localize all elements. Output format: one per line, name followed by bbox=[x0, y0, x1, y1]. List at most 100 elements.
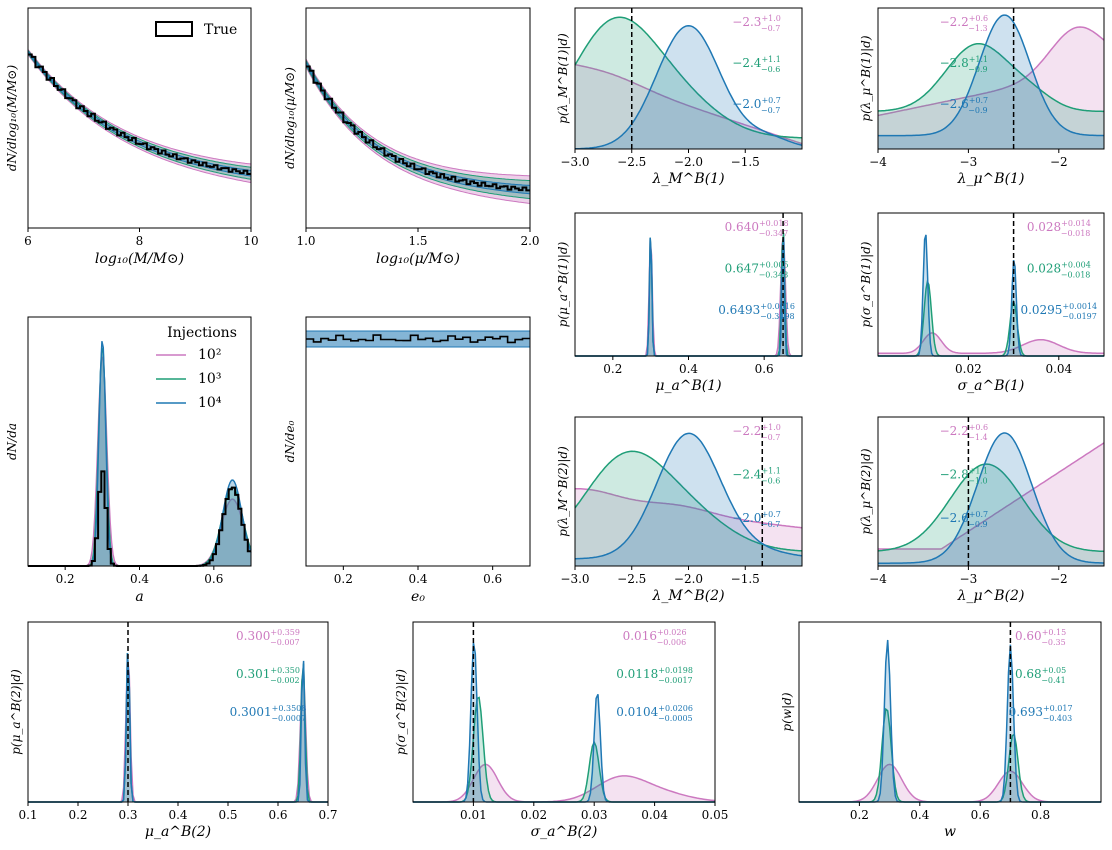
legend-injections-label-2: 10⁴ bbox=[198, 395, 222, 411]
mu-tick-label: 1.0 bbox=[296, 234, 315, 248]
lamM1-ylabel: p(λ_M^B(1)|d) bbox=[556, 33, 570, 124]
spin-ylabel: dN/da bbox=[5, 423, 19, 460]
muA2-tick-label: 0.4 bbox=[168, 808, 187, 822]
muA2-tick-label: 0.3 bbox=[118, 808, 137, 822]
lamMu1-panel: −2.2+0.6 −1.3 −2.8+1.1 −0.9 −2.6+0.7 −0.9 bbox=[877, 8, 1105, 150]
mass-frame bbox=[27, 7, 252, 229]
lamM1-panel: −2.3+1.0 −0.7 −2.4+1.1 −0.6 −2.0+0.7 −0.7 bbox=[574, 8, 803, 150]
lamM1-tick-label: −1.5 bbox=[731, 155, 760, 169]
muA1-ylabel: p(μ_a^B(1)|d) bbox=[556, 241, 570, 327]
muA2-ylabel: p(μ_a^B(2)|d) bbox=[9, 669, 23, 755]
legend-true-swatch bbox=[155, 21, 193, 37]
sigA2-xlabel: σ_a^B(2) bbox=[531, 824, 598, 840]
ecc-ylabel: dN/de₀ bbox=[283, 420, 297, 462]
sigA1-annotation-1: 0.028+0.004 −0.018 bbox=[1027, 261, 1091, 280]
mu-true-histogram bbox=[306, 65, 530, 192]
sigA1-xlabel: σ_a^B(1) bbox=[958, 378, 1025, 394]
lamMu2-annotation-1: −2.8+1.1 −1.0 bbox=[940, 466, 989, 485]
w-frame bbox=[798, 621, 1102, 803]
sigA1-fill-2 bbox=[878, 234, 1104, 356]
w-fill-0 bbox=[799, 764, 1101, 802]
mu-panel bbox=[305, 57, 531, 205]
muA1-annotation-0: 0.640+0.018 −0.347 bbox=[725, 219, 789, 238]
lamMu1-tick-label: −2 bbox=[1050, 155, 1068, 169]
sigA1-annotation-2: 0.0295+0.0014 −0.0197 bbox=[1020, 302, 1097, 321]
lamMu1-xlabel: λ_μ^B(1) bbox=[957, 171, 1025, 187]
mass-tick-label: 6 bbox=[24, 234, 32, 248]
ecc-frame bbox=[305, 316, 531, 567]
muA2-annotation-2: 0.3001+0.3508 −0.0007 bbox=[230, 704, 307, 723]
muA2-tick-label: 0.7 bbox=[318, 808, 337, 822]
sigA2-annotation-2: 0.0104+0.0206 −0.0005 bbox=[616, 704, 693, 723]
lamMu2-panel: −2.2+0.6 −1.4 −2.8+1.1 −1.0 −2.6+0.7 −0.9 bbox=[877, 417, 1105, 566]
muA1-curve-1 bbox=[575, 233, 802, 357]
sigA1-curve-2 bbox=[878, 234, 1104, 357]
muA2-tick-label: 0.1 bbox=[18, 808, 37, 822]
muA1-annotation-2: 0.6493+0.0016 −0.3498 bbox=[718, 302, 795, 321]
sigA2-tick-label: 0.04 bbox=[641, 808, 668, 822]
lamMu1-annotation-2: −2.6+0.7 −0.9 bbox=[940, 96, 989, 115]
lamMu2-ylabel: p(λ_μ^B(2)|d) bbox=[859, 448, 873, 534]
lamMu1-fill-1 bbox=[878, 43, 1104, 150]
spin-tick-label: 0.2 bbox=[56, 572, 75, 586]
sigA2-tick-label: 0.05 bbox=[702, 808, 729, 822]
sigA2-ylabel: p(σ_a^B(2)|d) bbox=[394, 669, 408, 755]
lamMu1-annotation-0: −2.2+0.6 −1.3 bbox=[940, 14, 989, 33]
w-panel: 0.60+0.15 −0.35 0.68+0.05 −0.41 0.693+0.017−… bbox=[799, 622, 1101, 803]
spin-band-1 bbox=[28, 347, 251, 566]
w-annotation-1: 0.68+0.05 −0.41 bbox=[1015, 666, 1066, 685]
lamM2-tick-label: −2.0 bbox=[674, 572, 703, 586]
muA2-annotation-0: 0.300+0.359 −0.007 bbox=[236, 628, 300, 647]
muA1-curve-0 bbox=[575, 236, 802, 357]
lamMu2-curve-1 bbox=[877, 463, 1105, 553]
lamMu2-fill-0 bbox=[878, 442, 1104, 566]
spin-curve-0 bbox=[28, 356, 252, 567]
muA1-panel: 0.640+0.018 −0.347 0.647+0.005 −0.348 0.6493… bbox=[575, 213, 802, 357]
ecc-panel bbox=[305, 330, 531, 348]
mass-true-histogram bbox=[28, 53, 251, 175]
w-curve-0 bbox=[799, 763, 1101, 803]
lamM1-annotation-0: −2.3+1.0 −0.7 bbox=[732, 14, 781, 33]
ecc-tick-label: 0.6 bbox=[483, 572, 502, 586]
muA2-tick-label: 0.2 bbox=[68, 808, 87, 822]
lamM2-xlabel: λ_M^B(2) bbox=[651, 588, 724, 604]
mass-band-2 bbox=[27, 49, 252, 177]
mass-ylabel: dN/dlog₁₀(M/M⊙) bbox=[5, 65, 19, 172]
sigA1-curve-0 bbox=[878, 332, 1105, 355]
sigA1-tick-label: 0.04 bbox=[1045, 362, 1072, 376]
lamMu2-curve-0 bbox=[878, 442, 1105, 550]
sigA2-panel: 0.016+0.026 −0.006 0.0118+0.0198 −0.0017 0.0… bbox=[413, 622, 716, 803]
sigA2-curve-0 bbox=[413, 763, 716, 803]
lamMu1-fill-2 bbox=[878, 15, 1104, 149]
w-tick-label: 0.4 bbox=[910, 808, 929, 822]
lamM1-tick-label: −2.5 bbox=[617, 155, 646, 169]
muA1-xlabel: μ_a^B(1) bbox=[655, 378, 721, 394]
legend-injections-label-1: 10³ bbox=[198, 371, 221, 387]
lamMu1-fill-0 bbox=[878, 27, 1104, 149]
mass-panel bbox=[27, 47, 252, 184]
lamMu2-frame bbox=[877, 416, 1105, 567]
lamM2-fill-0 bbox=[575, 488, 802, 566]
w-ylabel: p(w|d) bbox=[780, 692, 794, 731]
spin-tick-label: 0.6 bbox=[204, 572, 223, 586]
lamM2-fill-2 bbox=[575, 433, 802, 566]
lamM1-tick-label: −3.0 bbox=[560, 155, 589, 169]
w-annotation-2: 0.693+0.017 −0.403 bbox=[1009, 704, 1073, 723]
lamMu2-tick-label: −4 bbox=[869, 572, 887, 586]
sigA2-frame bbox=[412, 621, 716, 803]
lamM1-tick-label: −2.0 bbox=[674, 155, 703, 169]
lamMu2-tick-label: −3 bbox=[960, 572, 978, 586]
muA2-tick-label: 0.5 bbox=[218, 808, 237, 822]
muA1-tick-label: 0.2 bbox=[603, 362, 622, 376]
ecc-tick-label: 0.2 bbox=[334, 572, 353, 586]
w-tick-label: 0.2 bbox=[850, 808, 869, 822]
lamMu1-tick-label: −3 bbox=[960, 155, 978, 169]
legend-injections-label-0: 10² bbox=[198, 347, 221, 363]
muA2-tick-label: 0.6 bbox=[268, 808, 287, 822]
mu-band-1 bbox=[305, 58, 531, 200]
sigA2-annotation-0: 0.016+0.026 −0.006 bbox=[623, 628, 687, 647]
sigA2-tick-label: 0.02 bbox=[520, 808, 547, 822]
lamMu2-tick-label: −2 bbox=[1050, 572, 1068, 586]
mu-tick-label: 2.0 bbox=[520, 234, 539, 248]
